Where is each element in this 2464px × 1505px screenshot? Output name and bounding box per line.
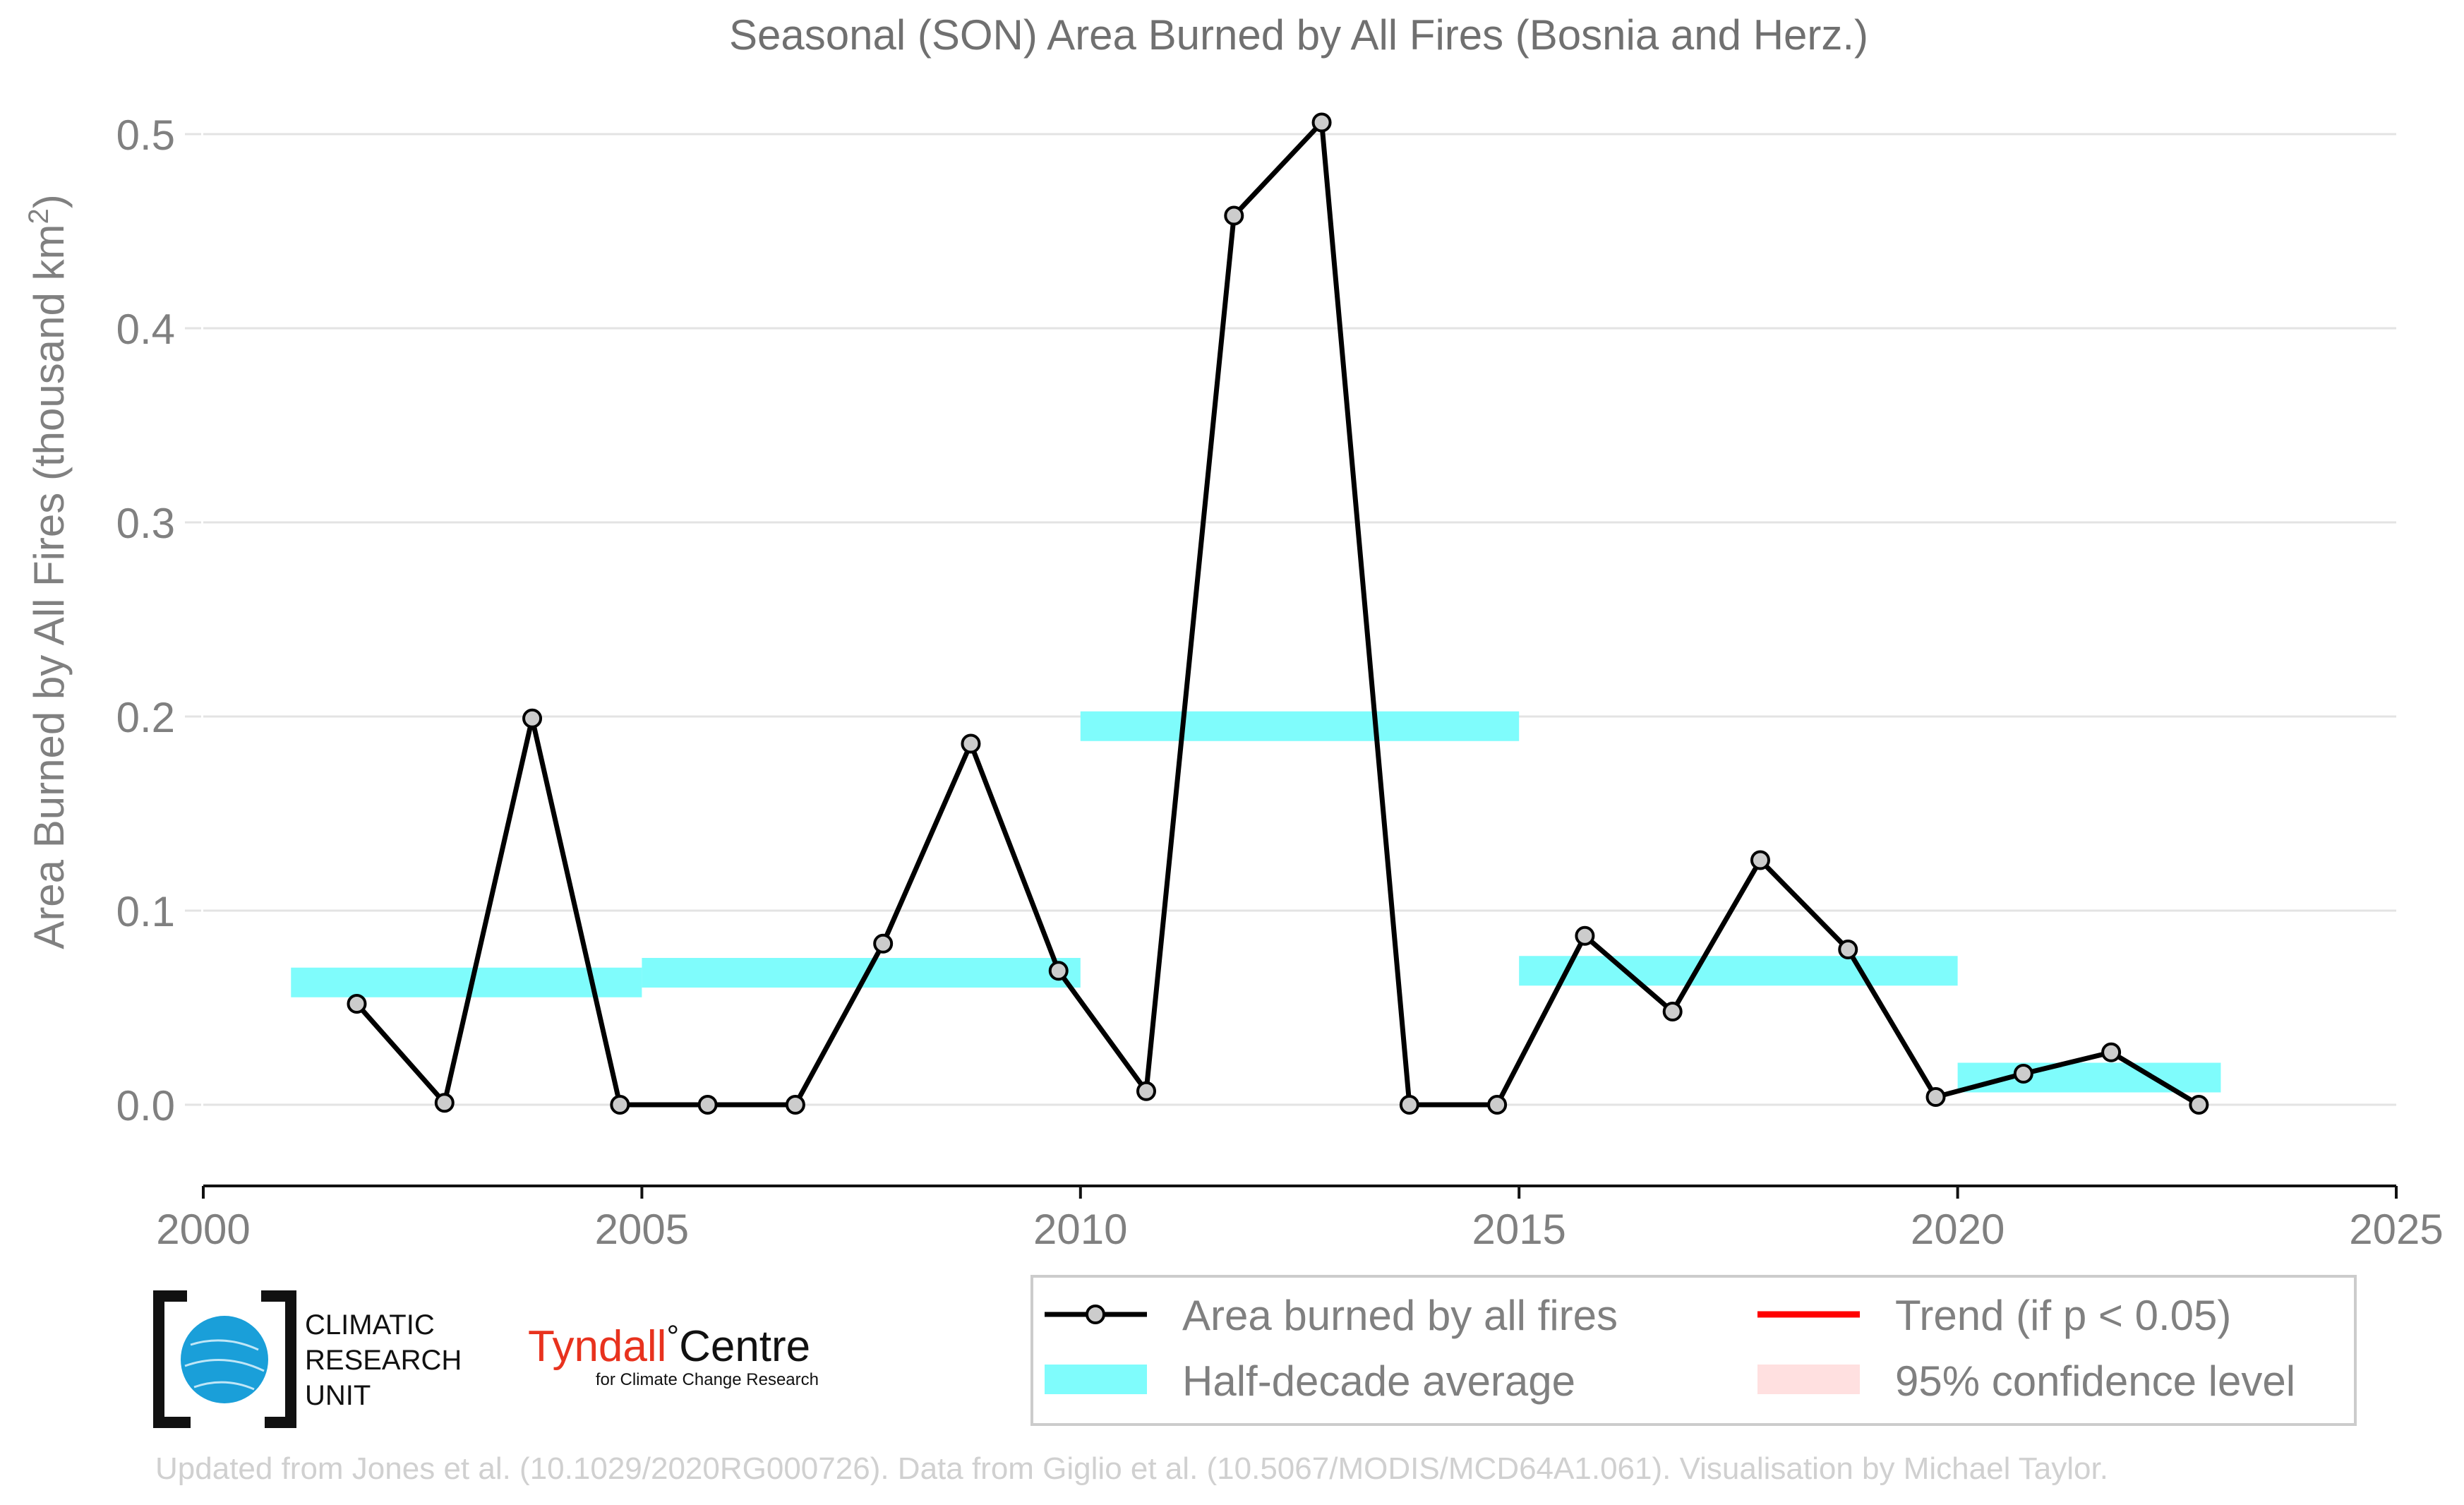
x-tick-label: 2025: [2349, 1206, 2443, 1253]
data-point: [1750, 850, 1770, 870]
y-axis-label-main: Area Burned by All Fires (thousand km: [25, 224, 73, 949]
cru-logo-bracket-right: [261, 1290, 296, 1428]
data-point: [1662, 1002, 1683, 1021]
x-tick-label: 2015: [1472, 1206, 1565, 1253]
x-tick-label: 2000: [156, 1206, 250, 1253]
y-tick-label: 0.0: [116, 1082, 175, 1129]
tyndall-logo-degree: °: [666, 1319, 679, 1354]
data-point: [610, 1095, 630, 1115]
data-point: [1838, 940, 1858, 959]
data-point: [434, 1093, 455, 1113]
data-point: [1575, 925, 1595, 946]
legend-swatch-half-decade: [1045, 1365, 1147, 1394]
legend-label-confidence: 95% confidence level: [1895, 1357, 2295, 1405]
y-tick-label: 0.4: [116, 306, 175, 353]
y-tick-label: 0.2: [116, 694, 175, 741]
y-axis-label-close: ): [25, 194, 73, 208]
tyndall-logo-centre: Centre: [679, 1322, 810, 1371]
cru-logo-text-line3: UNIT: [305, 1380, 371, 1411]
data-point: [697, 1095, 718, 1115]
data-point: [347, 994, 367, 1014]
x-tick-label: 2005: [595, 1206, 689, 1253]
tyndall-logo: Tyndall°Centre for Climate Change Resear…: [528, 1319, 819, 1389]
y-tick-label: 0.3: [116, 500, 175, 547]
y-tick-labels: 0.0 0.1 0.2 0.3 0.4 0.5: [116, 112, 175, 1129]
data-point: [2189, 1095, 2209, 1115]
data-point: [1048, 961, 1069, 981]
legend: Area burned by all fires Trend (if p < 0…: [1030, 1275, 2357, 1426]
data-point: [2013, 1064, 2033, 1084]
half-decade-average-bands: [291, 711, 2221, 1093]
data-point: [961, 733, 981, 754]
legend-label-half-decade: Half-decade average: [1182, 1357, 1575, 1405]
grid-lines: [185, 133, 2396, 1106]
data-point: [522, 708, 543, 728]
tyndall-logo-main: Tyndall: [528, 1322, 666, 1371]
tyndall-logo-text: Tyndall°Centre: [528, 1319, 810, 1371]
half-decade-average-bar: [1080, 711, 1520, 741]
y-tick-label: 0.5: [116, 112, 175, 159]
cru-logo-text-line2: RESEARCH: [305, 1345, 462, 1376]
x-tick-label: 2010: [1033, 1206, 1127, 1253]
y-axis-label-superscript: 2: [23, 208, 54, 224]
cru-logo-bracket-left: [153, 1290, 191, 1428]
chart-title: Seasonal (SON) Area Burned by All Fires …: [729, 11, 1868, 59]
legend-label-area-burned: Area burned by all fires: [1182, 1292, 1618, 1339]
x-tick-label: 2020: [1911, 1206, 2005, 1253]
series-line-layer: [354, 120, 2201, 1108]
data-point: [1487, 1095, 1508, 1115]
cru-globe-icon-lines: [184, 1339, 265, 1391]
data-point: [1136, 1081, 1157, 1101]
data-point: [1224, 205, 1244, 226]
half-decade-average-bar: [1957, 1062, 2221, 1093]
data-point: [873, 933, 894, 954]
legend-frame: [1030, 1275, 2357, 1426]
data-point: [1399, 1095, 1419, 1115]
y-axis-label: Area Burned by All Fires (thousand km2): [23, 194, 73, 949]
cru-logo-text-line1: CLIMATIC: [305, 1309, 435, 1341]
legend-label-trend: Trend (if p < 0.05): [1895, 1292, 2231, 1339]
legend-swatch-area-burned-marker: [1086, 1305, 1105, 1324]
half-decade-average-bar: [1519, 956, 1958, 986]
data-point: [785, 1095, 805, 1115]
x-axis: 2000 2005 2010 2015 2020 2025: [156, 1185, 2444, 1253]
tyndall-logo-subtitle: for Climate Change Research: [596, 1370, 819, 1389]
series-markers: [347, 112, 2209, 1115]
y-tick-label: 0.1: [116, 888, 175, 935]
cru-logo: CLIMATIC RESEARCH UNIT: [153, 1290, 462, 1428]
data-point: [1925, 1087, 1946, 1107]
series-line-area-burned: [354, 120, 2201, 1108]
half-decade-average-bar: [291, 967, 642, 997]
data-point: [2101, 1042, 2122, 1062]
legend-swatch-confidence: [1757, 1365, 1860, 1394]
footer-credits: Updated from Jones et al. (10.1029/2020R…: [155, 1451, 2108, 1486]
data-point: [1311, 112, 1332, 133]
